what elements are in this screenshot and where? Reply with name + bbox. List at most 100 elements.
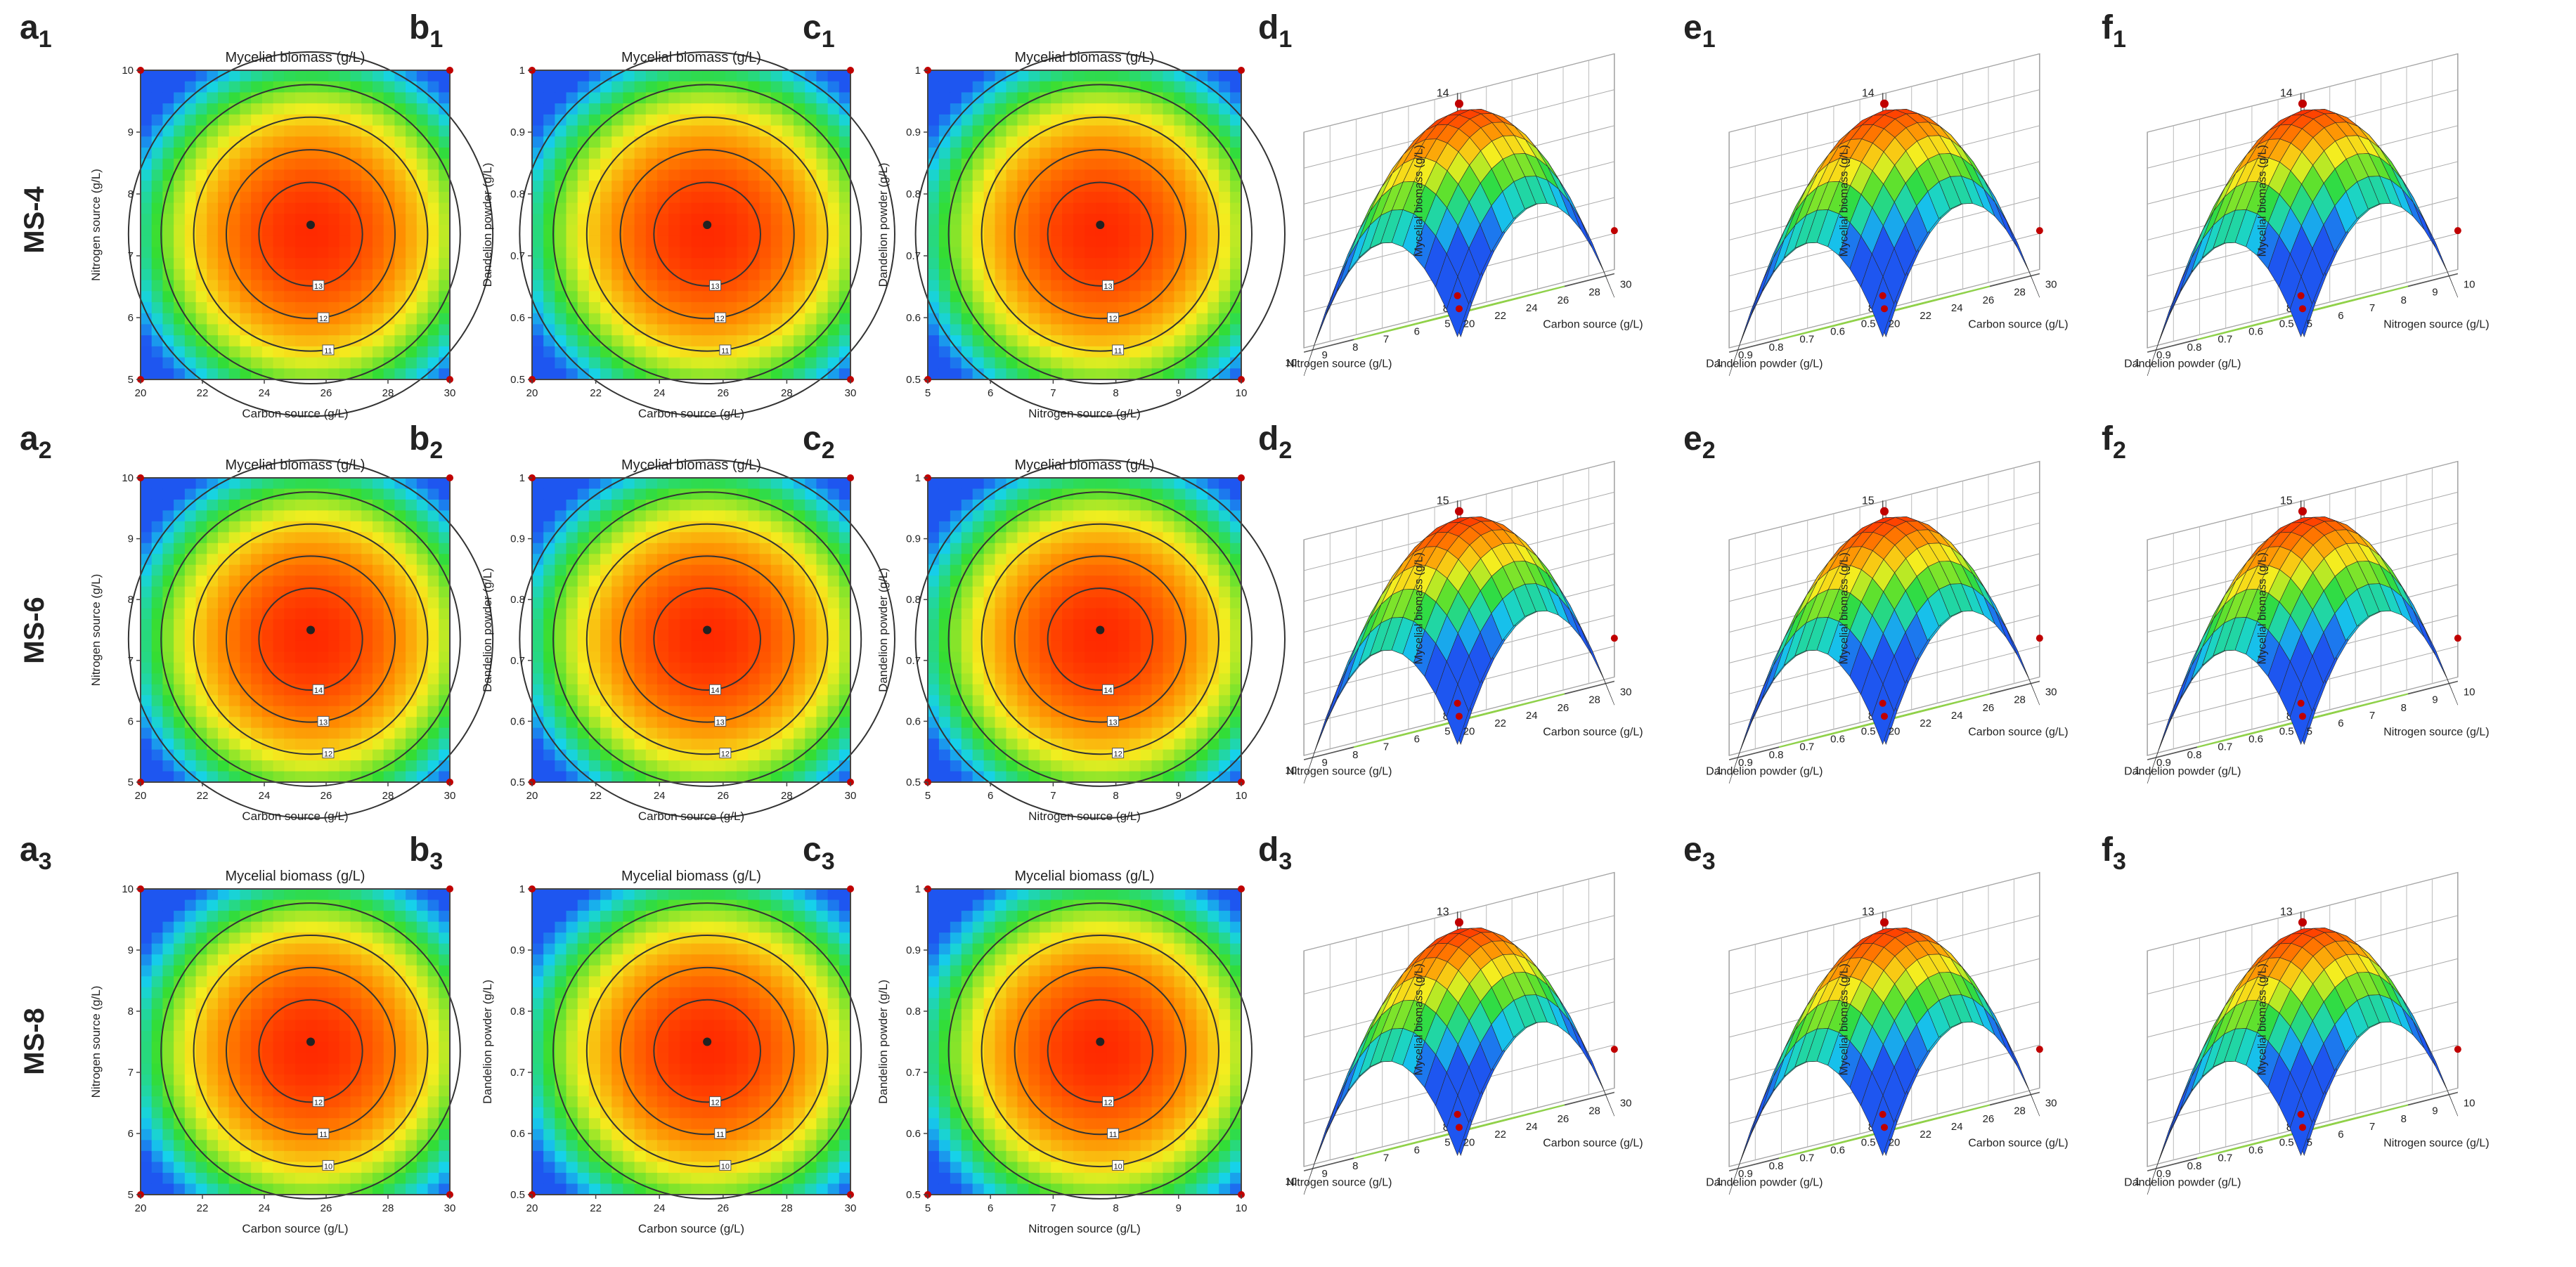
heatmap-cell — [361, 619, 373, 631]
heatmap-cell — [816, 739, 829, 751]
heatmap-cell — [668, 608, 681, 620]
y-axis-label: Dandelion powder (g/L) — [876, 163, 890, 287]
heatmap-cell — [383, 576, 396, 587]
heatmap-cell — [207, 357, 219, 370]
heatmap-cell — [532, 673, 544, 685]
heatmap-cell — [1151, 225, 1164, 237]
heatmap-cell — [611, 324, 624, 336]
heatmap-cell — [295, 717, 307, 729]
heatmap-cell — [1106, 247, 1119, 259]
heatmap-cell — [339, 749, 351, 761]
heatmap-cell — [839, 542, 851, 555]
heatmap-cell — [691, 258, 704, 270]
heatmap-cell — [228, 346, 241, 358]
heatmap-cell — [251, 739, 263, 751]
heatmap-cell — [361, 586, 373, 598]
heatmap-cell — [983, 214, 996, 226]
floor-contour — [2196, 285, 2409, 341]
heatmap-cell — [995, 335, 1007, 347]
heatmap-cell — [151, 191, 164, 204]
heatmap-cell — [691, 280, 704, 292]
heatmap-cell — [543, 630, 556, 642]
heatmap-cell — [702, 357, 715, 370]
heatmap-cell — [284, 258, 296, 270]
heatmap-cell — [162, 554, 174, 566]
heatmap-cell — [174, 608, 186, 620]
heatmap-cell — [938, 717, 951, 729]
heatmap-cell — [141, 357, 153, 370]
heatmap-cell — [611, 706, 624, 718]
heatmap-cell — [240, 169, 252, 181]
heatmap-cell — [983, 148, 996, 160]
heatmap-cell — [195, 576, 208, 587]
heatmap-cell — [284, 695, 296, 707]
heatmap-cell — [611, 727, 624, 739]
heatmap-cell — [656, 651, 669, 663]
heatmap-cell — [174, 564, 186, 576]
heatmap-cell — [240, 576, 252, 587]
heatmap-cell — [306, 651, 318, 663]
heatmap-cell — [713, 630, 726, 642]
heatmap-cell — [240, 684, 252, 696]
heatmap-cell — [1085, 92, 1096, 104]
heatmap-cell — [162, 695, 174, 707]
heatmap-cell — [555, 136, 567, 148]
heatmap-cell — [261, 202, 274, 215]
heatmap-cell — [928, 202, 940, 215]
heatmap-cell — [566, 630, 578, 642]
heatmap-cell — [1151, 136, 1164, 148]
heatmap-cell — [295, 125, 307, 138]
heatmap-cell — [361, 554, 373, 566]
heatmap-cell — [284, 542, 296, 555]
heatmap-cell — [439, 662, 451, 675]
heatmap-cell — [141, 695, 153, 707]
heatmap-cell — [555, 335, 567, 347]
heatmap-cell — [1118, 280, 1130, 292]
heatmap-cell — [702, 346, 715, 358]
heatmap-cell — [1151, 148, 1164, 160]
heatmap-cell — [1129, 313, 1141, 325]
heatmap-cell — [782, 510, 794, 522]
heatmap-cell — [928, 608, 940, 620]
heatmap-cell — [373, 673, 384, 685]
heatmap-cell — [805, 554, 817, 566]
y-tick-label: 6 — [128, 312, 134, 324]
heatmap-cell — [295, 169, 307, 181]
heatmap-cell — [184, 247, 197, 259]
heatmap-cell — [702, 70, 715, 82]
heatmap-cell — [794, 225, 806, 237]
heatmap-cell — [317, 136, 329, 148]
heatmap-cell — [759, 706, 772, 718]
heatmap-cell — [1040, 136, 1052, 148]
heatmap-cell — [668, 727, 681, 739]
heatmap-cell — [972, 181, 985, 193]
heatmap-cell — [295, 235, 307, 248]
heatmap-cell — [543, 125, 556, 138]
heatmap-cell — [306, 510, 318, 522]
heatmap-cell — [361, 158, 373, 171]
heatmap-cell — [566, 499, 578, 512]
heatmap-cell — [1017, 346, 1030, 358]
heatmap-cell — [251, 268, 263, 281]
heatmap-cell — [1062, 81, 1074, 93]
heatmap-cell — [350, 148, 363, 160]
heatmap-cell — [691, 608, 704, 620]
heatmap-cell — [317, 651, 329, 663]
contour-line — [653, 587, 761, 691]
heatmap-cell — [228, 235, 241, 248]
heatmap-cell — [645, 202, 658, 215]
heatmap-cell — [184, 258, 197, 270]
heatmap-cell — [928, 169, 940, 181]
heatmap-cell — [406, 268, 418, 281]
heatmap-cell — [634, 564, 647, 576]
heatmap-cell — [938, 225, 951, 237]
heatmap-cell — [1118, 258, 1130, 270]
heatmap-cell — [961, 92, 973, 104]
heatmap-cell — [691, 706, 704, 718]
heatmap-cell — [588, 313, 601, 325]
heatmap-cell — [805, 478, 817, 490]
heatmap-cell — [680, 619, 692, 631]
contour-label: 11 — [324, 347, 332, 356]
heatmap-cell — [184, 673, 197, 685]
